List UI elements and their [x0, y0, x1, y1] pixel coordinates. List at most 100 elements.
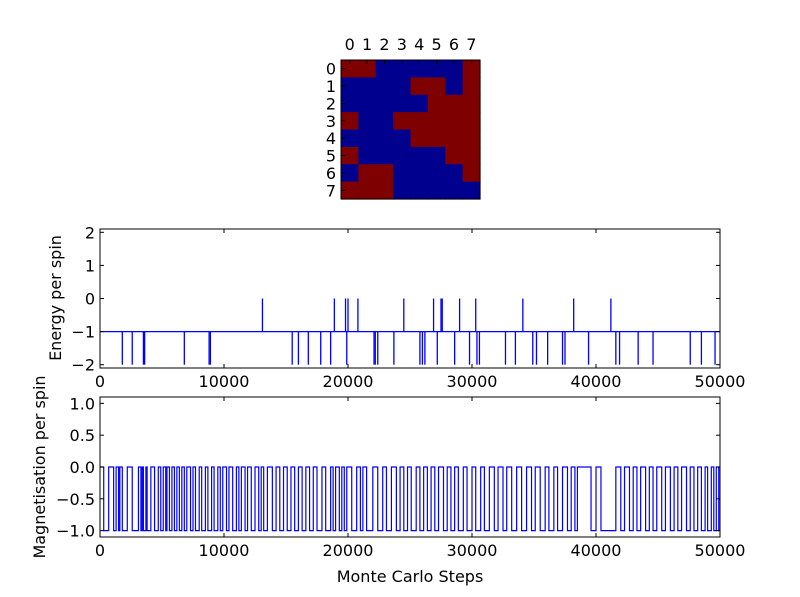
lattice-cell-6-7	[462, 164, 481, 183]
lattice-cell-3-7	[462, 112, 481, 131]
magnetisation-x-tick-label: 50000	[695, 541, 746, 560]
magnetisation-y-ticks: −1.0 −0.5 0.0 0.5 1.0	[56, 394, 720, 541]
lattice-y-tick-label: 0	[326, 60, 336, 79]
lattice-cell-3-6	[445, 112, 464, 131]
lattice-cell-0-4	[410, 60, 429, 78]
lattice-cell-1-0	[341, 77, 359, 96]
energy-x-tick-label: 50000	[695, 372, 746, 391]
lattice-x-tick-label: 4	[414, 35, 424, 54]
magnetisation-y-tick-label: −0.5	[56, 490, 95, 509]
lattice-cell-5-4	[410, 146, 429, 165]
lattice-cell-4-4	[410, 129, 429, 148]
lattice-cell-2-2	[375, 94, 394, 113]
lattice-cell-2-0	[341, 94, 359, 113]
lattice-cell-1-7	[462, 77, 481, 96]
magnetisation-x-tick-label: 30000	[447, 541, 498, 560]
energy-y-tick-label: 0	[85, 290, 95, 309]
energy-y-tick-label: −2	[71, 356, 95, 375]
lattice-y-tick-label: 4	[326, 129, 336, 148]
lattice-cell-4-2	[375, 129, 394, 148]
lattice-y-tick-label: 3	[326, 112, 336, 131]
lattice-cell-6-5	[427, 164, 446, 183]
lattice-cell-3-4	[410, 112, 429, 131]
lattice-cell-5-2	[375, 146, 394, 165]
lattice-cell-5-3	[393, 146, 412, 165]
energy-y-tick-label: 2	[85, 223, 95, 242]
energy-y-tick-label: −1	[71, 323, 95, 342]
energy-x-tick-label: 0	[95, 372, 105, 391]
lattice-cell-7-7	[462, 181, 481, 200]
lattice-cell-3-0	[341, 112, 359, 131]
lattice-cell-3-5	[427, 112, 446, 131]
lattice-cell-2-3	[393, 94, 412, 113]
magnetisation-x-tick-label: 0	[95, 541, 105, 560]
lattice-cell-0-7	[462, 60, 481, 78]
energy-y-tick-label: 1	[85, 256, 95, 275]
lattice-cell-7-6	[445, 181, 464, 200]
lattice-cell-1-6	[445, 77, 464, 96]
lattice-cell-5-7	[462, 146, 481, 165]
lattice-cell-1-4	[410, 77, 429, 96]
lattice-y-tick-label: 6	[326, 164, 336, 183]
magnetisation-x-tick-label: 40000	[571, 541, 622, 560]
lattice-cell-1-5	[427, 77, 446, 96]
lattice-cell-7-3	[393, 181, 412, 200]
lattice-x-tick-label: 3	[397, 35, 407, 54]
lattice-cell-5-6	[445, 146, 464, 165]
lattice-cell-4-1	[358, 129, 377, 148]
magnetisation-y-tick-label: 0.5	[70, 426, 95, 445]
energy-x-tick-label: 40000	[571, 372, 622, 391]
lattice-x-tick-label: 1	[362, 35, 372, 54]
lattice-cell-3-3	[393, 112, 412, 131]
magnetisation-plot: 0 10000 20000 30000 40000 50000 −1.0 −0.5 0.0 0.…	[30, 375, 745, 586]
lattice-cell-7-4	[410, 181, 429, 200]
lattice-cell-1-2	[375, 77, 394, 96]
lattice-x-tick-label: 7	[466, 35, 476, 54]
lattice-cell-0-6	[445, 60, 464, 78]
lattice-cell-4-5	[427, 129, 446, 148]
magnetisation-y-label: Magnetisation per spin	[30, 375, 49, 558]
lattice-cell-4-6	[445, 129, 464, 148]
energy-x-tick-label: 10000	[199, 372, 250, 391]
lattice-cell-6-4	[410, 164, 429, 183]
lattice-cell-2-5	[427, 94, 446, 113]
lattice-cell-1-3	[393, 77, 412, 96]
lattice-cell-7-2	[375, 181, 394, 200]
lattice-x-tick-label: 6	[449, 35, 459, 54]
energy-x-tick-label: 20000	[323, 372, 374, 391]
x-axis-label: Monte Carlo Steps	[337, 567, 484, 586]
magnetisation-y-tick-label: 1.0	[70, 394, 95, 413]
energy-x-ticks: 0 10000 20000 30000 40000 50000	[95, 229, 746, 391]
energy-y-label: Energy per spin	[46, 235, 65, 361]
lattice-cell-0-2	[375, 60, 394, 78]
lattice-y-tick-label: 1	[326, 77, 336, 96]
lattice-cell-2-6	[445, 94, 464, 113]
lattice-frame	[340, 59, 481, 200]
lattice-cell-5-1	[358, 146, 377, 165]
lattice-x-tick-label: 0	[345, 35, 355, 54]
lattice-cell-0-3	[393, 60, 412, 78]
lattice-cell-2-1	[358, 94, 377, 113]
energy-y-ticks: −2 −1 0 1 2	[71, 223, 720, 375]
lattice-cell-0-5	[427, 60, 446, 78]
energy-series	[100, 298, 720, 365]
lattice-cell-6-0	[341, 164, 359, 183]
magnetisation-x-tick-label: 20000	[323, 541, 374, 560]
lattice-y-tick-label: 5	[326, 147, 336, 166]
energy-axes-frame	[99, 228, 721, 369]
lattice-cell-7-1	[358, 181, 377, 200]
lattice-cell-5-5	[427, 146, 446, 165]
lattice-cell-2-7	[462, 94, 481, 113]
energy-plot: 0 10000 20000 30000 40000 50000 −2 −1 0 1 2 Energ…	[46, 223, 745, 391]
magnetisation-y-tick-label: −1.0	[56, 522, 95, 541]
lattice-cell-4-7	[462, 129, 481, 148]
lattice-y-tick-label: 7	[326, 181, 336, 200]
lattice-cell-3-1	[358, 112, 377, 131]
lattice-cell-2-4	[410, 94, 429, 113]
lattice-cell-7-5	[427, 181, 446, 200]
lattice-cell-6-3	[393, 164, 412, 183]
energy-x-tick-label: 30000	[447, 372, 498, 391]
